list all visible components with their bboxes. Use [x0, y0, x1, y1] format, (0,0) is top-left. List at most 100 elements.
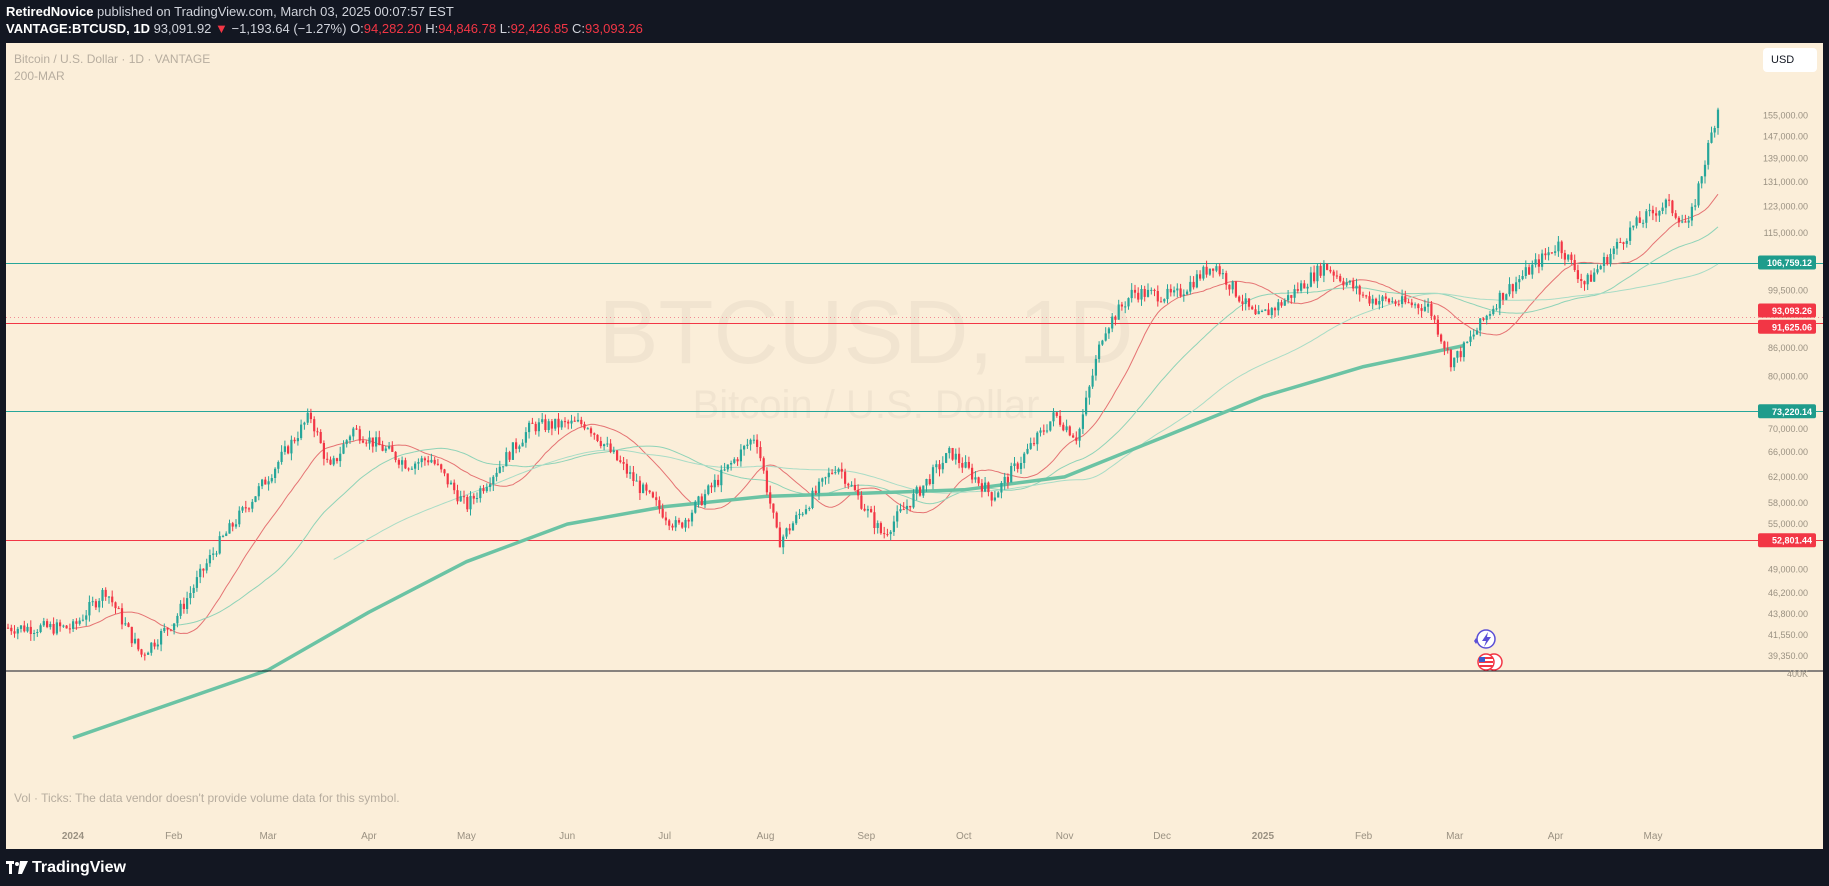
candle [147, 651, 150, 655]
candle [231, 521, 234, 532]
candle [375, 431, 378, 452]
candle [677, 517, 681, 525]
candle [1443, 340, 1446, 356]
candle [772, 503, 775, 519]
candle [795, 511, 798, 525]
candle [293, 437, 296, 444]
candle [1521, 270, 1524, 281]
candle [394, 451, 397, 463]
candle [16, 626, 19, 640]
candle [140, 648, 143, 658]
candle [371, 437, 374, 453]
candle [1567, 254, 1570, 262]
candle [39, 623, 42, 634]
chart-legend-title[interactable]: Bitcoin / U.S. Dollar · 1D · VANTAGE [14, 52, 211, 66]
candle [420, 455, 423, 468]
candle [622, 457, 625, 471]
lightning-icon[interactable] [1474, 629, 1496, 649]
event-markers[interactable] [1474, 629, 1503, 671]
candle [1273, 306, 1277, 317]
candle [873, 505, 876, 535]
price-axis[interactable]: 155,000.00 147,000.00 139,000.00 131,000.00… [1763, 110, 1808, 661]
price-tag: 91,625.06 [1758, 319, 1816, 334]
candle [1013, 457, 1016, 472]
candle [1010, 462, 1013, 483]
candle [1687, 215, 1690, 228]
x-tick-label: Oct [956, 831, 972, 842]
candle [1029, 437, 1032, 450]
candle [1290, 294, 1293, 304]
candle [130, 626, 133, 647]
y-tick-label: 70,000.00 [1768, 424, 1808, 434]
currency-button[interactable]: USD [1763, 48, 1817, 72]
candle [925, 478, 928, 492]
candle [769, 485, 772, 509]
y-tick-label: 99,500.00 [1768, 285, 1808, 295]
candle [1264, 309, 1267, 312]
candle [475, 492, 479, 503]
candle [1576, 264, 1579, 283]
candle [521, 439, 524, 447]
us-flag-icon[interactable] [1477, 653, 1503, 671]
candle [1065, 419, 1068, 433]
candle [1045, 424, 1049, 434]
candle [961, 457, 964, 473]
candle [1453, 357, 1456, 371]
author-name[interactable]: RetiredNovice [6, 4, 94, 19]
indicator-legend[interactable]: 200-MAR [14, 69, 65, 83]
candle [918, 485, 922, 497]
candle [749, 438, 752, 451]
candle [107, 596, 111, 604]
tradingview-logo[interactable]: TradingView [6, 859, 126, 877]
candle [368, 430, 371, 450]
candle [1547, 246, 1550, 261]
candle [1059, 410, 1062, 427]
candle [342, 440, 345, 455]
candle [1345, 278, 1348, 288]
price-chart[interactable]: BTCUSD, 1D Bitcoin / U.S. Dollar 155,000… [6, 43, 1823, 849]
candle [1374, 297, 1378, 306]
candle [335, 457, 339, 464]
candle [339, 446, 342, 467]
candle [1339, 273, 1342, 283]
x-tick-label: Feb [1355, 831, 1373, 842]
candle [811, 487, 814, 510]
candle [1052, 408, 1055, 427]
candle [518, 444, 521, 453]
candle [1283, 298, 1286, 306]
chart-pane[interactable]: BTCUSD, 1D Bitcoin / U.S. Dollar 155,000… [6, 43, 1823, 849]
candle [1244, 293, 1247, 311]
candle [65, 625, 68, 629]
candle [1225, 270, 1228, 290]
candle [1518, 275, 1521, 290]
y-tick-label: 66,000.00 [1768, 447, 1808, 457]
candle [1498, 290, 1501, 316]
candle [485, 483, 488, 493]
candle [244, 500, 247, 513]
candle [664, 511, 667, 526]
candle [1150, 287, 1153, 295]
candle [557, 413, 560, 435]
candle [1075, 431, 1078, 445]
candle [756, 434, 759, 454]
x-tick-label: Nov [1056, 831, 1074, 842]
candle [169, 629, 172, 632]
symbol-name[interactable]: VANTAGE:BTCUSD, 1D [6, 21, 150, 36]
x-tick-label: Feb [165, 831, 183, 842]
candle [889, 530, 892, 541]
candle [26, 623, 29, 633]
svg-text:106,759.12: 106,759.12 [1767, 258, 1812, 268]
candle [300, 419, 303, 441]
close-label: C: [568, 21, 586, 36]
time-axis[interactable]: 2024 Feb Mar Apr May Jun Jul Aug Sep Oct Nov Dec 202… [62, 831, 1663, 842]
y-tick-label: 55,000.00 [1768, 519, 1808, 529]
candle [176, 613, 179, 628]
candle [1515, 276, 1518, 294]
candle [59, 619, 62, 632]
price-tag: 73,220.14 [1758, 404, 1816, 419]
candle [46, 618, 49, 629]
candle [583, 421, 586, 431]
candle [993, 490, 996, 502]
candle [974, 471, 977, 483]
candle [94, 598, 97, 610]
